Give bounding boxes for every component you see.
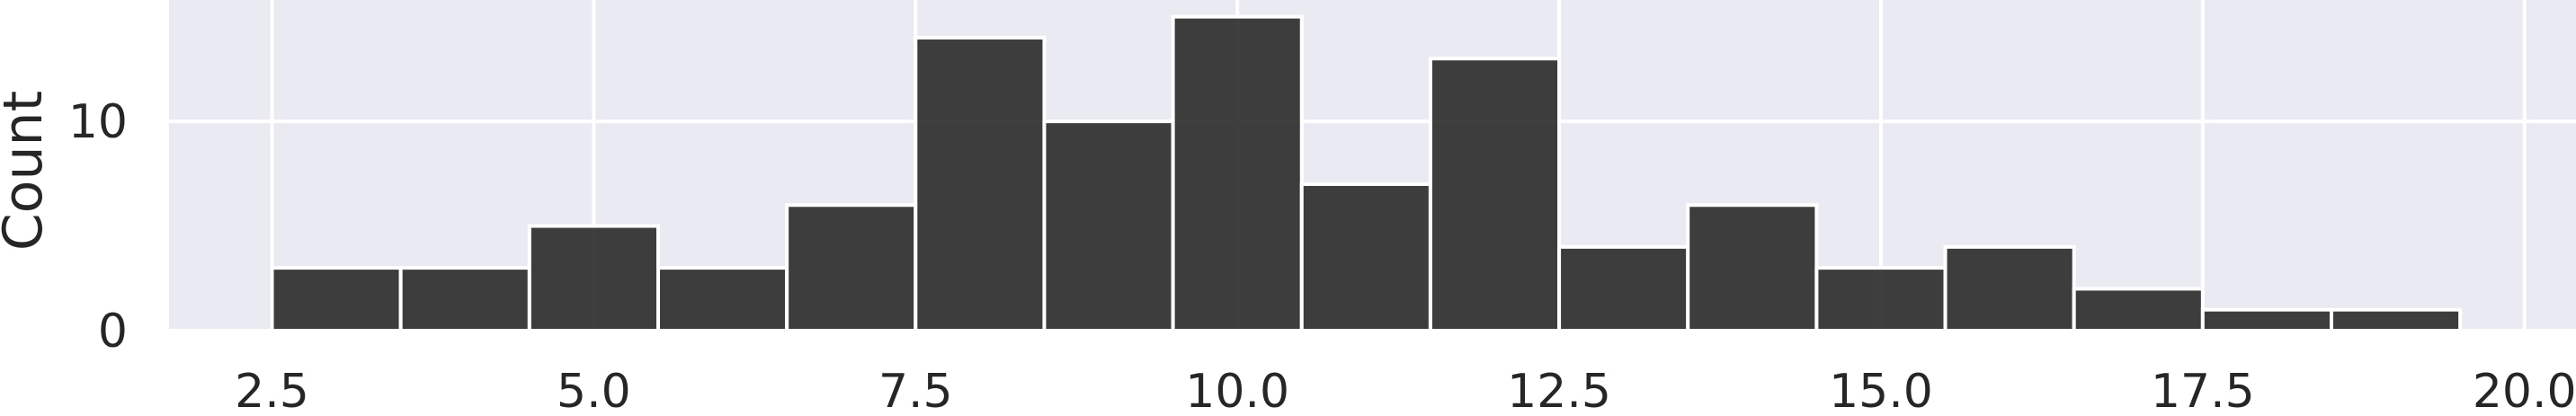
x-tick-label: 5.0	[557, 365, 631, 416]
x-axis-ticks: 2.5 5.0 7.5 10.0 12.5 15.0 17.5 20.0	[235, 365, 2576, 416]
histogram-bar	[914, 35, 1047, 333]
y-tick-label: 10	[68, 95, 128, 149]
histogram-bar	[1171, 14, 1304, 333]
y-axis-label: Count	[0, 91, 55, 251]
histogram-bar	[1299, 181, 1432, 332]
x-tick-label: 10.0	[1185, 365, 1289, 416]
histogram-bar	[1428, 57, 1562, 333]
histogram-bar	[398, 266, 531, 333]
histogram-bar	[1042, 119, 1175, 332]
x-tick-label: 15.0	[1829, 365, 1933, 416]
histogram-bar	[270, 266, 403, 333]
x-tick-label: 2.5	[235, 365, 309, 416]
x-tick-label: 20.0	[2473, 365, 2576, 416]
histogram-bar	[2072, 287, 2205, 333]
histogram-bar	[1557, 244, 1690, 333]
x-tick-label: 7.5	[878, 365, 953, 416]
histogram-bar	[2200, 307, 2334, 333]
y-axis-ticks: 0 10	[68, 95, 128, 358]
histogram-bar	[2330, 307, 2463, 333]
histogram-bar	[785, 203, 918, 332]
histogram-bar	[527, 224, 660, 332]
x-tick-label: 17.5	[2151, 365, 2255, 416]
y-tick-label: 0	[98, 305, 128, 358]
histogram-bar	[1814, 266, 1948, 333]
histogram-bars	[270, 14, 2463, 333]
histogram-bar	[1686, 203, 1819, 332]
histogram-bar	[655, 266, 789, 333]
histogram-bar	[1943, 244, 2076, 333]
x-tick-label: 12.5	[1507, 365, 1611, 416]
